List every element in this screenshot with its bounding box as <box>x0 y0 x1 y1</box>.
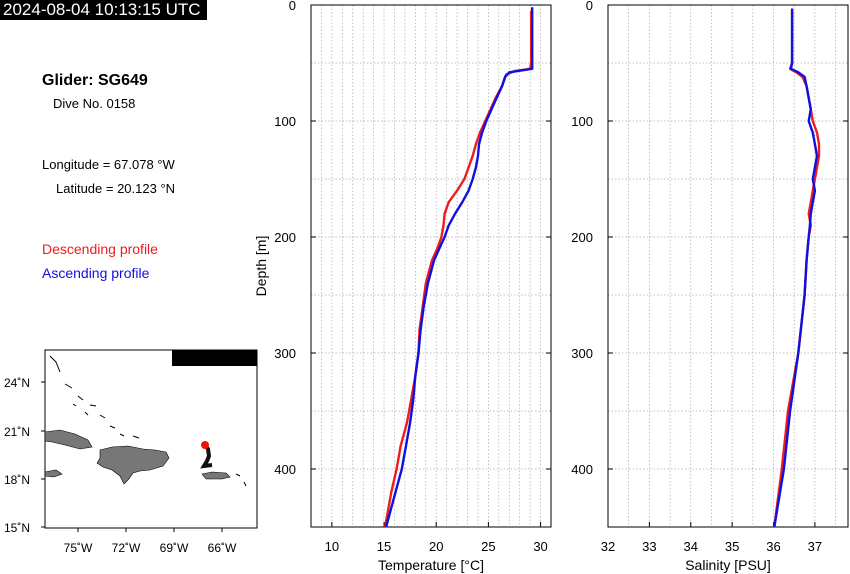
timestamp-label: 2024-08-04 10:13:15 UTC <box>0 0 207 20</box>
legend-ascending: Ascending profile <box>42 265 150 281</box>
y-tick-label: 400 <box>571 462 593 477</box>
map-lon-tick: 72˚W <box>112 541 141 555</box>
x-tick-label: 33 <box>642 539 656 554</box>
map-lat-tick: 21˚N <box>4 425 30 439</box>
puerto-rico-landmass <box>201 471 231 480</box>
legend-descending: Descending profile <box>42 241 158 257</box>
x-tick-label: 25 <box>481 539 495 554</box>
x-tick-label: 15 <box>377 539 391 554</box>
x-tick-label: 30 <box>533 539 547 554</box>
hispaniola-landmass <box>96 445 170 485</box>
y-tick-label: 300 <box>571 346 593 361</box>
map-ticks <box>41 381 223 532</box>
x-tick-label: 37 <box>808 539 822 554</box>
map-lon-tick: 69˚W <box>160 541 189 555</box>
y-tick-label: 200 <box>274 230 296 245</box>
map-lat-tick: 24˚N <box>4 376 30 390</box>
plot-frame <box>310 4 552 528</box>
x-tick-label: 34 <box>684 539 698 554</box>
glider-track <box>200 443 213 469</box>
map-islands <box>49 355 247 487</box>
x-tick-label: 10 <box>325 539 339 554</box>
dive-number: Dive No. 0158 <box>53 96 136 111</box>
longitude-label: Longitude = 67.078 °W <box>42 157 175 172</box>
plot-frame <box>607 4 849 528</box>
map-lat-tick: 15˚N <box>4 521 30 535</box>
x-tick-label: 35 <box>725 539 739 554</box>
x-tick-label: 32 <box>601 539 615 554</box>
salinity-axis-title: Salinity [PSU] <box>685 557 771 573</box>
glider-position-marker <box>201 441 209 449</box>
y-tick-label: 100 <box>571 114 593 129</box>
salinity-profile-chart: 32 33 34 35 36 37 0 100 200 300 400 Salinity [PSU] <box>571 0 849 573</box>
ascending-profile-line <box>384 7 534 528</box>
y-tick-label: 0 <box>289 0 296 13</box>
descending-profile-line <box>773 10 821 528</box>
map-lat-tick: 18˚N <box>4 473 30 487</box>
y-tick-label: 200 <box>571 230 593 245</box>
map-credit: NOAA/AOML <box>178 351 250 365</box>
y-tick-label: 400 <box>274 462 296 477</box>
glider-name: Glider: SG649 <box>42 72 148 89</box>
cuba-landmass <box>44 429 93 450</box>
y-tick-label: 0 <box>586 0 593 13</box>
jamaica-landmass <box>44 469 63 478</box>
map-land <box>44 429 231 485</box>
depth-axis-title: Depth [m] <box>253 236 269 297</box>
location-map: NOAA/AOML 24˚N 21˚N 18˚N 15˚N 75˚W 72˚W … <box>4 349 258 555</box>
map-lon-tick: 75˚W <box>64 541 93 555</box>
x-tick-label: 20 <box>429 539 443 554</box>
ascending-profile-line <box>773 8 819 528</box>
y-tick-label: 300 <box>274 346 296 361</box>
map-lon-tick: 66˚W <box>208 541 237 555</box>
y-tick-label: 100 <box>274 114 296 129</box>
temperature-axis-title: Temperature [°C] <box>378 557 484 573</box>
map-credit-box <box>172 350 257 366</box>
latitude-label: Latitude = 20.123 °N <box>56 181 176 196</box>
x-tick-label: 36 <box>766 539 780 554</box>
